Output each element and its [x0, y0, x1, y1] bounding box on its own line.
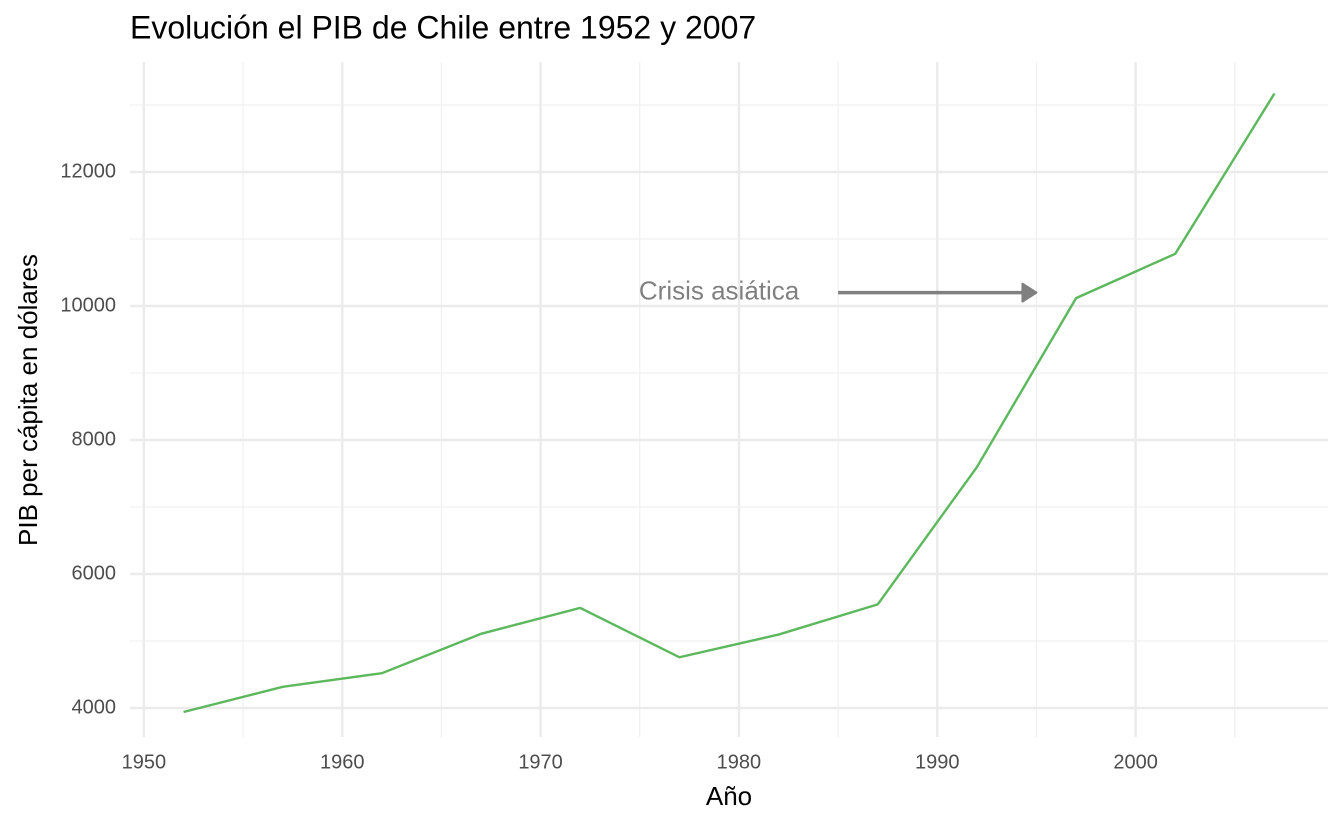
x-axis-label: Año — [706, 781, 752, 811]
y-tick-label: 10000 — [60, 294, 116, 316]
y-tick-label: 4000 — [72, 696, 117, 718]
arrow-head — [1021, 282, 1038, 303]
line — [183, 92, 1276, 714]
y-tick-label: 12000 — [60, 160, 116, 182]
x-tick-label: 1960 — [320, 751, 365, 773]
x-tick-label: 2000 — [1113, 751, 1158, 773]
x-tick-label: 1970 — [518, 751, 563, 773]
chart-title: Evolución el PIB de Chile entre 1952 y 2… — [130, 9, 756, 45]
annotation: Crisis asiática — [639, 275, 800, 305]
y-tick-label: 8000 — [72, 428, 117, 450]
x-tick-label: 1990 — [915, 751, 960, 773]
y-axis-label: PIB per cápita en dólares — [13, 254, 43, 546]
x-tick-label: 1980 — [717, 751, 762, 773]
y-tick-label: 6000 — [72, 562, 117, 584]
x-tick-label: 1950 — [122, 751, 167, 773]
